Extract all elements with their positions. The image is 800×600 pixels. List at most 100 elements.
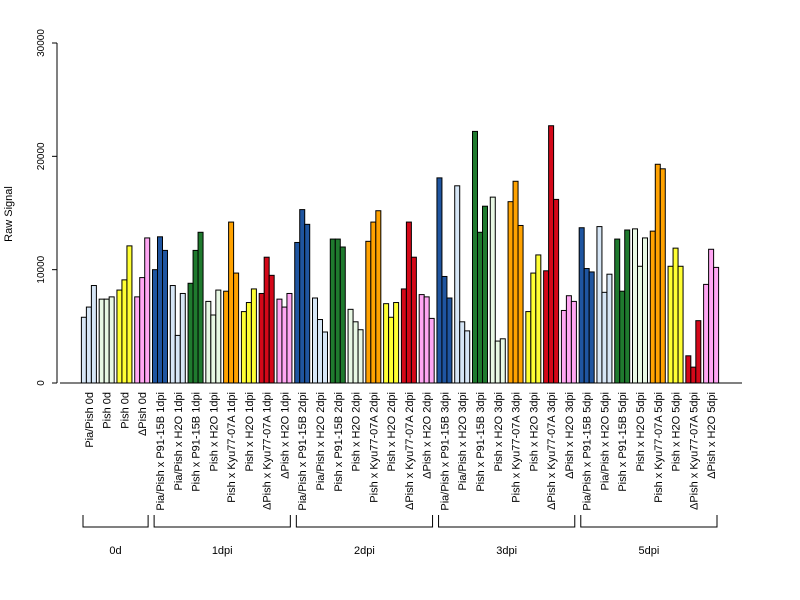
bar bbox=[329, 238, 336, 384]
y-axis-title: Raw Signal bbox=[3, 186, 15, 242]
category-label: ΔPish x H2O 1dpi bbox=[279, 392, 291, 479]
bar bbox=[245, 302, 252, 384]
bar bbox=[400, 288, 407, 384]
category-label: Pish x H2O 5dpi bbox=[635, 392, 647, 471]
bar bbox=[393, 302, 400, 384]
bar bbox=[365, 240, 372, 384]
category-label: Pia/Pish x P91-15B 1dpi bbox=[155, 392, 167, 511]
bar bbox=[494, 340, 501, 384]
bar bbox=[459, 321, 466, 384]
bar bbox=[223, 290, 230, 384]
bar bbox=[570, 300, 577, 384]
bar bbox=[695, 320, 702, 384]
group-bracket bbox=[438, 515, 576, 528]
category-label: Pish x Kyu77-07A 1dpi bbox=[226, 392, 238, 503]
category-label: ΔPish x H2O 2dpi bbox=[422, 392, 434, 479]
category-label: ΔPish x Kyu77-07A 3dpi bbox=[546, 392, 558, 510]
group-label: 1dpi bbox=[212, 545, 233, 557]
category-label: ΔPish x H2O 5dpi bbox=[706, 392, 718, 479]
category-label: Pish x Kyu77-07A 5dpi bbox=[653, 392, 665, 503]
bar bbox=[543, 270, 550, 384]
category-label: Pish x H2O 1dpi bbox=[208, 392, 220, 471]
category-label: Pia/Pish x H2O 5dpi bbox=[599, 392, 611, 490]
bar bbox=[121, 279, 128, 384]
bar bbox=[250, 288, 257, 384]
category-label: Pia/Pish x P91-15B 5dpi bbox=[582, 392, 594, 511]
category-label: ΔPish x Kyu77-07A 5dpi bbox=[688, 392, 700, 510]
bar bbox=[312, 297, 318, 384]
bar bbox=[472, 130, 478, 384]
bar bbox=[512, 180, 519, 384]
bar bbox=[383, 303, 390, 384]
bar bbox=[281, 306, 288, 384]
bar bbox=[205, 300, 212, 384]
bar bbox=[263, 256, 270, 384]
bar bbox=[197, 231, 204, 384]
category-label: Pish x H2O 2dpi bbox=[386, 392, 398, 471]
category-label: Pia/Pish x H2O 3dpi bbox=[457, 392, 469, 490]
bar bbox=[276, 298, 283, 384]
group-label: 2dpi bbox=[354, 545, 375, 557]
bar bbox=[179, 292, 186, 384]
bar bbox=[169, 285, 176, 384]
bar bbox=[347, 308, 354, 384]
bar bbox=[677, 265, 684, 384]
bar bbox=[228, 221, 235, 384]
bar bbox=[317, 319, 323, 384]
bar bbox=[632, 228, 638, 384]
bar bbox=[454, 185, 461, 384]
bar bbox=[90, 285, 97, 384]
category-label: Pish x Kyu77-07A 2dpi bbox=[368, 392, 380, 503]
bar bbox=[375, 210, 382, 384]
group-bracket bbox=[153, 515, 291, 528]
bar bbox=[489, 196, 496, 384]
category-label: Pish x P91-15B 2dpi bbox=[333, 392, 345, 492]
category-label: ΔPish 0d bbox=[137, 392, 149, 436]
bar bbox=[624, 229, 631, 384]
bar bbox=[174, 334, 181, 384]
bar bbox=[507, 201, 514, 384]
bar bbox=[139, 277, 146, 384]
bar bbox=[126, 245, 133, 384]
category-label: Pish x P91-15B 3dpi bbox=[475, 392, 487, 492]
category-label: Pish x Kyu77-07A 3dpi bbox=[511, 392, 523, 503]
bar bbox=[685, 355, 692, 384]
group-bracket bbox=[295, 515, 434, 528]
category-label: Pish x H2O 5dpi bbox=[671, 392, 683, 471]
bar bbox=[535, 254, 542, 384]
bar bbox=[560, 309, 567, 384]
bar bbox=[210, 314, 217, 384]
bar bbox=[286, 292, 293, 384]
bar bbox=[405, 221, 412, 384]
category-label: Pia/Pish 0d bbox=[84, 392, 96, 448]
bar bbox=[157, 236, 163, 384]
bar bbox=[482, 205, 488, 384]
category-label: Pia/Pish x P91-15B 3dpi bbox=[439, 392, 451, 511]
bar bbox=[690, 366, 697, 384]
category-label: Pish x H2O 3dpi bbox=[528, 392, 540, 471]
bar bbox=[322, 331, 328, 384]
group-label: 0d bbox=[109, 545, 121, 557]
bar bbox=[108, 296, 115, 384]
category-label: Pia/Pish x P91-15B 2dpi bbox=[297, 392, 309, 511]
bar bbox=[304, 223, 311, 384]
bar bbox=[583, 268, 590, 384]
bar bbox=[530, 272, 537, 384]
plot-area bbox=[60, 125, 742, 384]
bar bbox=[410, 256, 417, 384]
category-label: Pish 0d bbox=[119, 392, 131, 429]
group-label: 3dpi bbox=[496, 545, 517, 557]
bar bbox=[116, 289, 123, 384]
bar bbox=[240, 311, 247, 384]
bar bbox=[436, 177, 443, 384]
bar bbox=[299, 209, 306, 384]
y-axis: 0 10000 20000 30000 bbox=[36, 29, 58, 386]
bar bbox=[499, 338, 506, 384]
bar bbox=[565, 295, 572, 384]
bar bbox=[388, 316, 395, 384]
bar bbox=[418, 294, 425, 384]
bar bbox=[446, 297, 453, 384]
y-tick-label: 20000 bbox=[36, 142, 47, 170]
group-brackets: 0d 1dpi 2dpi 3dpi 5dpi bbox=[82, 515, 718, 557]
bar bbox=[152, 269, 158, 384]
